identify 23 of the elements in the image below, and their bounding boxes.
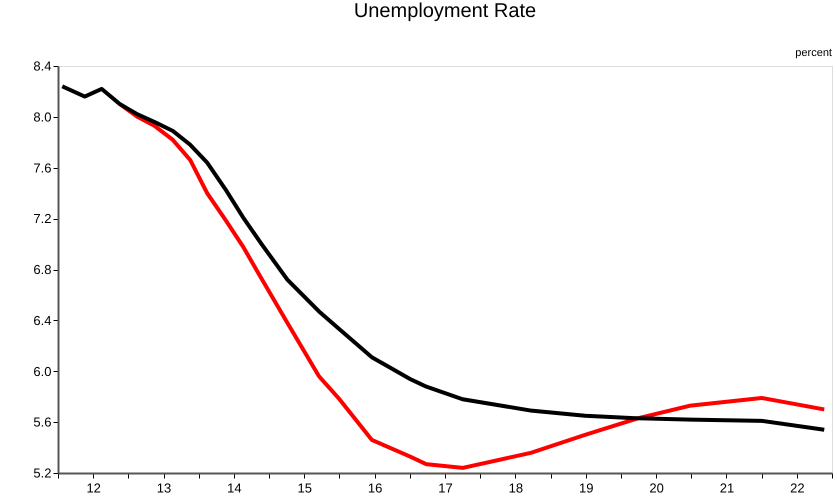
y-tick-label: 8.0 [33,109,52,124]
x-tick-label: 18 [508,480,524,496]
x-tick-label: 14 [227,480,242,496]
y-tick-label: 7.6 [33,160,52,176]
y-tick-label: 5.6 [33,414,52,430]
y-tick-label: 6.0 [33,364,52,379]
x-tick-label: 15 [298,480,312,496]
x-tick-label: 13 [156,480,172,496]
y-tick-label: 7.2 [33,211,52,226]
x-tick-label: 21 [720,480,734,496]
x-tick-label: 22 [790,480,805,496]
chart-title: Unemployment Rate [354,0,536,22]
x-tick-label: 19 [578,480,594,496]
y-tick-label: 8.4 [33,58,52,74]
x-tick-label: 16 [368,480,382,496]
line-series [60,84,826,432]
x-tick-label: 20 [649,480,664,496]
y-tick-label: 6.8 [33,262,52,277]
x-tick-label: 12 [86,480,101,496]
text: percent [795,47,832,59]
y-tick-label: 5.2 [33,466,52,480]
y-tick-label: 6.4 [33,312,52,328]
x-tick-label: 17 [438,480,453,496]
